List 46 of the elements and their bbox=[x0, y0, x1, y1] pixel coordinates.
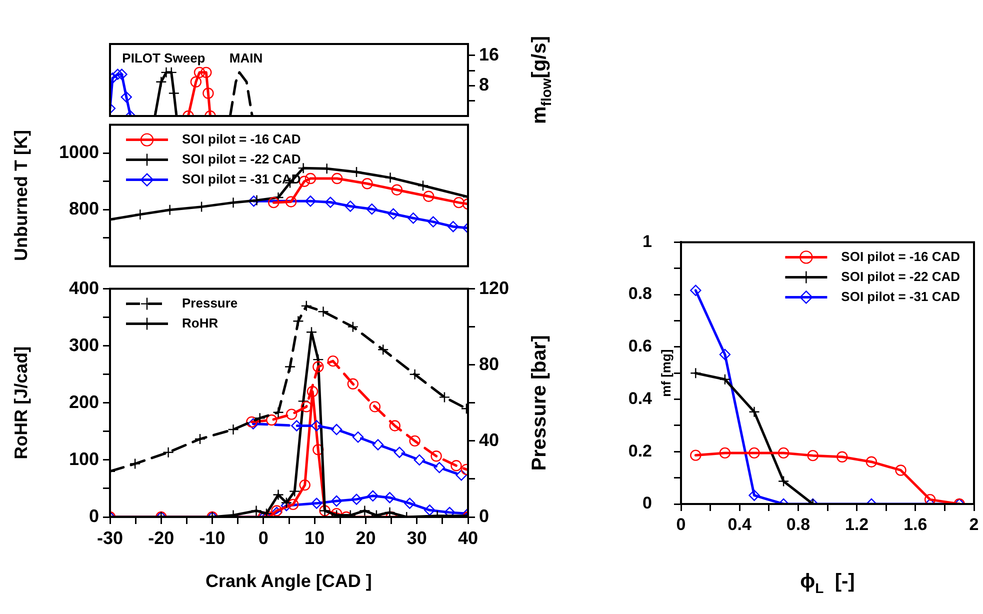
y-tick-label: 0.2 bbox=[628, 441, 652, 460]
legend-label: SOI pilot = -22 CAD bbox=[182, 151, 301, 166]
x-tick-label: -10 bbox=[199, 528, 226, 548]
y-tick-label: 1 bbox=[642, 232, 652, 251]
legend-label: SOI pilot = -16 CAD bbox=[841, 248, 960, 264]
y-tick-label: 100 bbox=[68, 448, 99, 469]
y-tick-label: 200 bbox=[68, 392, 99, 412]
annotation: MAIN bbox=[229, 50, 263, 66]
y-tick-label: 0.6 bbox=[628, 336, 652, 356]
y2-axis-title: mflow[g/s] bbox=[528, 36, 554, 124]
y-tick-label: 1000 bbox=[58, 142, 99, 162]
legend-label: SOI pilot = -16 CAD bbox=[182, 131, 301, 146]
x-tick-label: 10 bbox=[304, 528, 325, 548]
x-tick-label: 1.2 bbox=[844, 514, 869, 534]
x-tick-label: 1.6 bbox=[904, 514, 928, 534]
y2-tick-label: 80 bbox=[479, 354, 500, 374]
legend-label: RoHR bbox=[182, 315, 219, 330]
y2-tick-label: 8 bbox=[479, 74, 490, 95]
y2-tick-label: 40 bbox=[479, 430, 500, 450]
x-tick-label: 2 bbox=[969, 514, 979, 534]
y-tick-label: 0.4 bbox=[628, 388, 653, 408]
y-axis-title: Unburned T [K] bbox=[10, 130, 31, 261]
x-tick-label: -30 bbox=[96, 528, 124, 548]
x-tick-label: 0.8 bbox=[786, 514, 810, 534]
x-axis-title: Crank Angle [CAD ] bbox=[205, 570, 372, 591]
x-tick-label: 0.4 bbox=[728, 514, 752, 534]
y-axis-title: mf [mg] bbox=[658, 349, 674, 397]
x-tick-label: 0 bbox=[676, 514, 686, 534]
y-axis-title: RoHR [J/cad] bbox=[10, 346, 31, 460]
x-tick-label: 0 bbox=[258, 528, 268, 548]
y-tick-label: 800 bbox=[68, 198, 99, 219]
legend-label: Pressure bbox=[182, 295, 238, 310]
y2-tick-label: 16 bbox=[479, 44, 500, 64]
legend-label: SOI pilot = -22 CAD bbox=[841, 268, 960, 284]
x-tick-label: 20 bbox=[356, 528, 376, 548]
y-tick-label: 0 bbox=[642, 494, 652, 513]
annotation: PILOT Sweep bbox=[122, 50, 206, 66]
y2-tick-label: 120 bbox=[479, 278, 510, 298]
legend-label: SOI pilot = -31 CAD bbox=[841, 288, 960, 304]
x-tick-label: 30 bbox=[406, 528, 427, 548]
y-tick-label: 300 bbox=[68, 334, 99, 355]
y-tick-label: 400 bbox=[68, 278, 99, 298]
y-tick-label: 0.8 bbox=[628, 284, 652, 304]
x-tick-label: -20 bbox=[148, 528, 174, 548]
x-tick-label: 40 bbox=[458, 528, 478, 548]
y2-axis-title: Pressure [bar] bbox=[528, 335, 551, 471]
